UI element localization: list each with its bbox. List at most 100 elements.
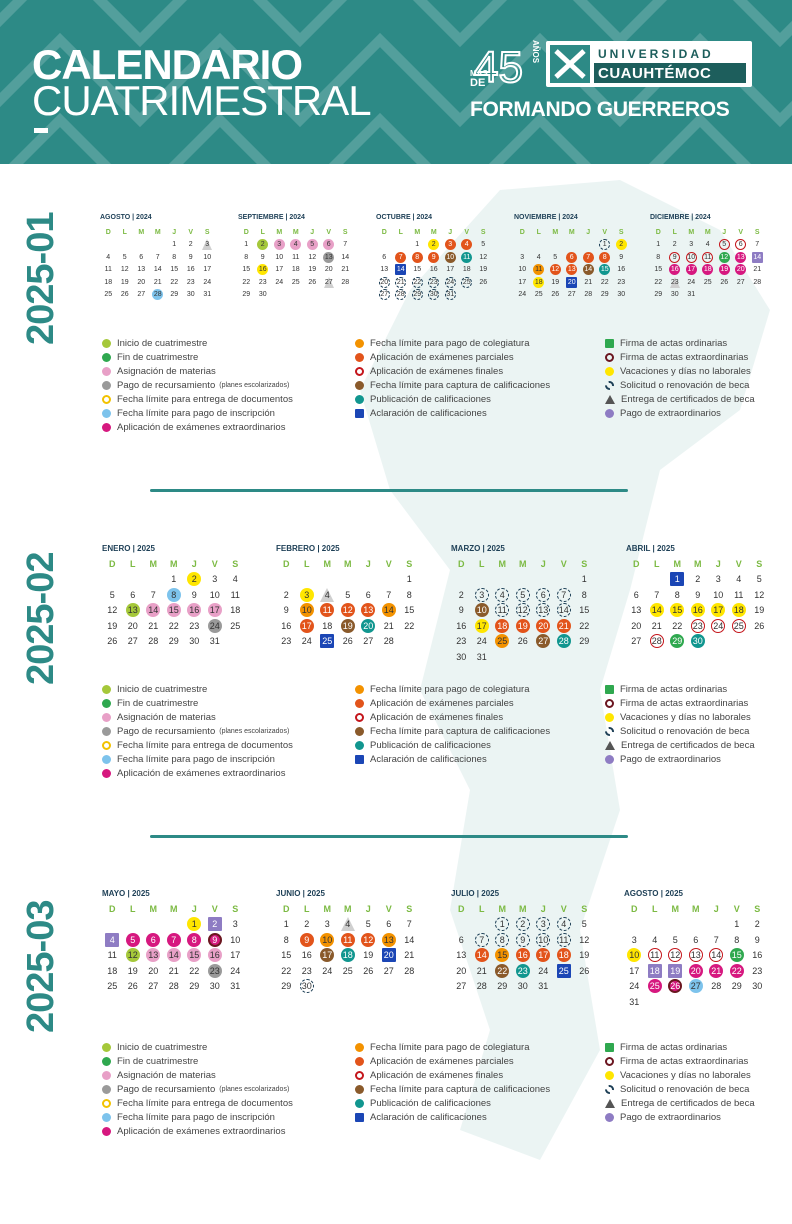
day-cell[interactable]: 28: [379, 634, 400, 650]
day-cell[interactable]: 29: [667, 634, 688, 650]
day-cell[interactable]: 8: [184, 932, 205, 948]
day-cell[interactable]: 6: [626, 587, 647, 603]
day-cell[interactable]: 10: [317, 932, 338, 948]
day-cell[interactable]: 9: [451, 603, 472, 619]
day-cell[interactable]: 1: [399, 572, 420, 588]
day-cell[interactable]: 8: [492, 932, 513, 948]
day-cell[interactable]: 11: [317, 603, 338, 619]
day-cell[interactable]: 7: [379, 587, 400, 603]
day-cell[interactable]: 28: [164, 979, 185, 995]
day-cell[interactable]: 27: [626, 634, 647, 650]
day-cell[interactable]: 4: [338, 917, 359, 933]
day-cell[interactable]: 22: [597, 276, 614, 289]
day-cell[interactable]: 5: [358, 917, 379, 933]
day-cell[interactable]: 10: [271, 251, 288, 264]
day-cell[interactable]: 23: [451, 634, 472, 650]
day-cell[interactable]: 24: [708, 618, 729, 634]
day-cell[interactable]: 26: [117, 289, 134, 302]
day-cell[interactable]: 16: [688, 603, 709, 619]
day-cell[interactable]: 12: [338, 603, 359, 619]
day-cell[interactable]: 17: [199, 264, 216, 277]
day-cell[interactable]: 30: [451, 649, 472, 665]
day-cell[interactable]: 21: [337, 264, 354, 277]
day-cell[interactable]: 22: [650, 276, 667, 289]
day-cell[interactable]: 6: [451, 932, 472, 948]
day-cell[interactable]: 13: [733, 251, 750, 264]
day-cell[interactable]: 21: [580, 276, 597, 289]
day-cell[interactable]: 25: [645, 979, 666, 995]
day-cell[interactable]: 8: [597, 251, 614, 264]
day-cell[interactable]: 23: [297, 963, 318, 979]
day-cell[interactable]: 17: [472, 618, 493, 634]
day-cell[interactable]: 11: [645, 948, 666, 964]
day-cell[interactable]: 9: [667, 251, 684, 264]
day-cell[interactable]: 19: [547, 276, 564, 289]
day-cell[interactable]: 6: [686, 932, 707, 948]
day-cell[interactable]: 5: [716, 239, 733, 252]
day-cell[interactable]: 4: [102, 932, 123, 948]
day-cell[interactable]: 12: [123, 948, 144, 964]
day-cell[interactable]: 27: [123, 634, 144, 650]
day-cell[interactable]: 5: [665, 932, 686, 948]
day-cell[interactable]: 14: [472, 948, 493, 964]
day-cell[interactable]: 26: [665, 979, 686, 995]
day-cell[interactable]: 20: [358, 618, 379, 634]
day-cell[interactable]: 20: [379, 948, 400, 964]
day-cell[interactable]: 3: [472, 587, 493, 603]
day-cell[interactable]: 22: [574, 618, 595, 634]
day-cell[interactable]: 18: [459, 264, 476, 277]
day-cell[interactable]: 11: [100, 264, 117, 277]
day-cell[interactable]: 17: [514, 276, 531, 289]
day-cell[interactable]: 17: [225, 948, 246, 964]
day-cell[interactable]: 11: [225, 587, 246, 603]
day-cell[interactable]: 3: [514, 251, 531, 264]
day-cell[interactable]: 3: [708, 572, 729, 588]
day-cell[interactable]: 1: [166, 239, 183, 252]
day-cell[interactable]: 28: [554, 634, 575, 650]
day-cell[interactable]: 19: [716, 264, 733, 277]
day-cell[interactable]: 7: [337, 239, 354, 252]
day-cell[interactable]: 2: [688, 572, 709, 588]
day-cell[interactable]: 15: [597, 264, 614, 277]
day-cell[interactable]: 2: [255, 239, 272, 252]
day-cell[interactable]: 17: [533, 948, 554, 964]
day-cell[interactable]: 20: [376, 276, 393, 289]
day-cell[interactable]: 1: [574, 572, 595, 588]
day-cell[interactable]: 24: [199, 276, 216, 289]
day-cell[interactable]: 3: [271, 239, 288, 252]
day-cell[interactable]: 4: [492, 587, 513, 603]
day-cell[interactable]: 15: [238, 264, 255, 277]
day-cell[interactable]: 19: [513, 618, 534, 634]
day-cell[interactable]: 28: [143, 634, 164, 650]
day-cell[interactable]: 20: [733, 264, 750, 277]
day-cell[interactable]: 20: [626, 618, 647, 634]
day-cell[interactable]: 13: [564, 264, 581, 277]
day-cell[interactable]: 4: [100, 251, 117, 264]
day-cell[interactable]: 3: [317, 917, 338, 933]
day-cell[interactable]: 6: [123, 587, 144, 603]
day-cell[interactable]: 16: [183, 264, 200, 277]
day-cell[interactable]: 27: [143, 979, 164, 995]
day-cell[interactable]: 29: [650, 289, 667, 302]
day-cell[interactable]: 16: [513, 948, 534, 964]
day-cell[interactable]: 1: [667, 572, 688, 588]
day-cell[interactable]: 27: [686, 979, 707, 995]
day-cell[interactable]: 16: [426, 264, 443, 277]
day-cell[interactable]: 16: [276, 618, 297, 634]
day-cell[interactable]: 30: [183, 289, 200, 302]
day-cell[interactable]: 24: [683, 276, 700, 289]
day-cell[interactable]: 8: [276, 932, 297, 948]
day-cell[interactable]: 5: [513, 587, 534, 603]
day-cell[interactable]: 12: [665, 948, 686, 964]
day-cell[interactable]: 14: [379, 603, 400, 619]
day-cell[interactable]: 15: [276, 948, 297, 964]
day-cell[interactable]: 23: [426, 276, 443, 289]
day-cell[interactable]: 12: [358, 932, 379, 948]
day-cell[interactable]: 16: [451, 618, 472, 634]
day-cell[interactable]: 27: [733, 276, 750, 289]
day-cell[interactable]: 15: [164, 603, 185, 619]
day-cell[interactable]: 12: [475, 251, 492, 264]
day-cell[interactable]: 31: [683, 289, 700, 302]
day-cell[interactable]: 15: [166, 264, 183, 277]
day-cell[interactable]: 29: [492, 979, 513, 995]
